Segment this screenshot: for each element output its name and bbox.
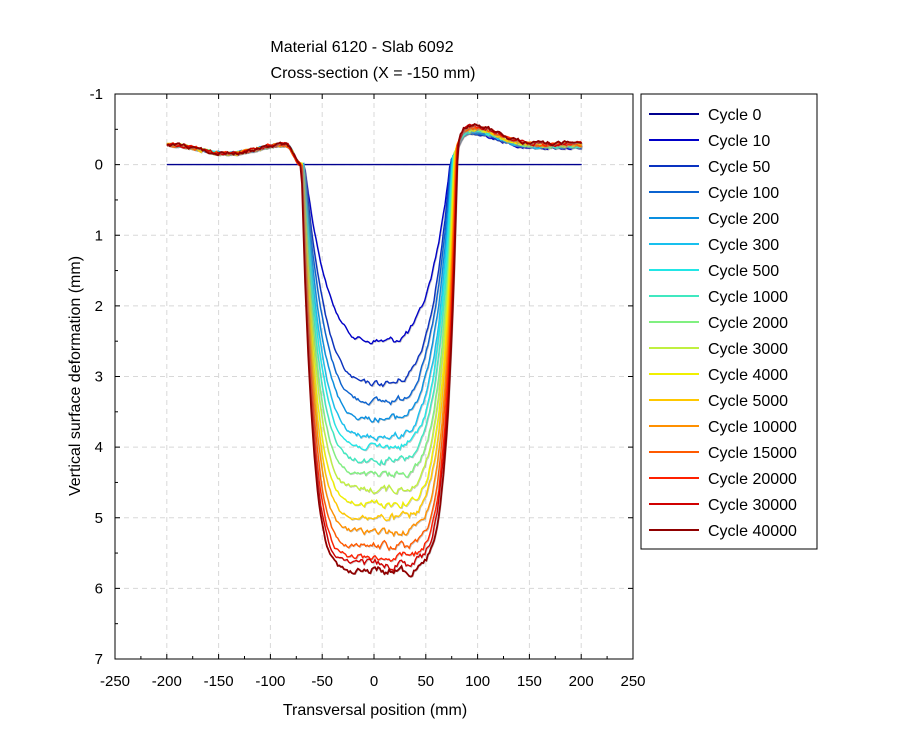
legend-entry: Cycle 1000 [708,289,788,306]
series-raw-trace [167,125,583,563]
series-line [166,129,583,467]
x-tick-label: 250 [620,673,645,690]
y-tick-label: 6 [95,580,103,597]
y-tick-label: 3 [95,369,103,386]
series-raw-trace [167,129,583,510]
y-tick-label: 0 [95,157,103,174]
x-tick-label: 50 [417,673,434,690]
series-raw-trace [167,129,583,479]
y-tick-label: 1 [95,227,103,244]
y-tick-label: 5 [95,510,103,527]
chart-subtitle: Cross-section (X = -150 mm) [271,65,476,82]
legend-entry: Cycle 10000 [708,419,797,436]
legend-entry: Cycle 300 [708,237,779,254]
legend-entry: Cycle 30000 [708,497,797,514]
series-raw-trace [167,127,583,538]
legend-entry: Cycle 20000 [708,471,797,488]
series-raw-trace [167,130,583,443]
y-tick-label: -1 [90,86,103,103]
x-tick-label: 100 [465,673,490,690]
series-raw-trace [167,132,583,424]
data-series-group [166,123,583,578]
x-tick-label: -200 [152,673,182,690]
x-axis-label: Transversal position (mm) [283,702,467,719]
legend-entry: Cycle 500 [708,263,779,280]
series-raw-trace [167,124,583,573]
x-tick-label: -150 [204,673,234,690]
x-tick-label: 200 [569,673,594,690]
legend-entry: Cycle 100 [708,185,779,202]
x-tick-label: 0 [370,673,378,690]
legend-entry: Cycle 2000 [708,315,788,332]
legend-entry: Cycle 5000 [708,393,788,410]
y-tick-label: 2 [95,298,103,315]
series-raw-trace [167,129,583,452]
series-line [166,124,582,562]
x-tick-label: -250 [100,673,130,690]
legend-entry: Cycle 3000 [708,341,788,358]
grid-lines [115,94,633,659]
x-tick-label: -100 [255,673,285,690]
series-raw-trace [167,130,583,467]
y-axis-label: Vertical surface deformation (mm) [67,256,84,496]
chart-title: Material 6120 - Slab 6092 [270,39,453,56]
series-raw-trace [167,133,583,388]
legend-entry: Cycle 4000 [708,367,788,384]
series-raw-trace [167,134,583,346]
legend-entry: Cycle 200 [708,211,779,228]
series-raw-trace [167,127,583,552]
x-tick-label: 150 [517,673,542,690]
x-tick-label: -50 [311,673,333,690]
legend-entry: Cycle 40000 [708,523,797,540]
y-tick-label: 4 [95,439,103,456]
legend-entry: Cycle 0 [708,107,761,124]
y-tick-label: 7 [95,651,103,668]
legend-entry: Cycle 10 [708,133,770,150]
legend-entry: Cycle 50 [708,159,770,176]
legend-entry: Cycle 15000 [708,445,797,462]
series-raw-trace [167,133,583,407]
axis-ticks: -250 -200 -150 -100 -50 0 50 100 150 200 250 -1 0 1 2 3… [90,86,646,690]
series-raw-trace [167,127,583,522]
legend: Cycle 0 Cycle 10 Cycle 50 Cycle 100 Cycle 20… [640,93,818,550]
series-raw-trace [167,124,583,578]
series-line [166,123,583,578]
